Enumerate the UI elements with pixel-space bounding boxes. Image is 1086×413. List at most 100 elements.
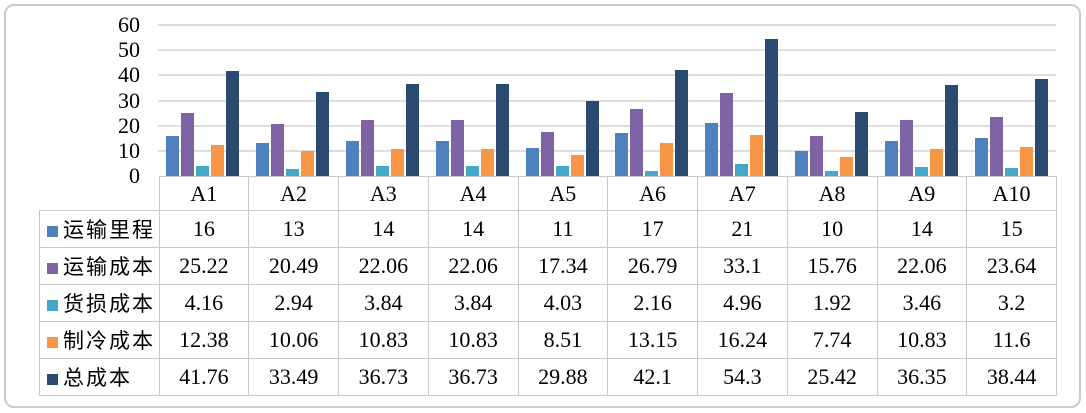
total-cost-bar xyxy=(495,83,509,176)
table-cell-damage-cost-a10: 3.2 xyxy=(966,284,1057,322)
transport-mileage-bar xyxy=(256,143,270,176)
transport-mileage-bar xyxy=(166,135,180,176)
y-axis-tick-label: 20 xyxy=(118,112,140,138)
bar-group-a8 xyxy=(787,25,877,176)
gridline xyxy=(158,149,1056,152)
table-row-damage-cost: 货损成本 4.16 2.94 3.84 3.84 4.03 2.16 4.96 1.92 3.46… xyxy=(39,284,1057,322)
series-name: 运输里程 xyxy=(63,218,155,242)
table-cell-transport-cost-a4: 22.06 xyxy=(427,247,519,285)
cooling-cost-bar xyxy=(570,154,584,176)
transport-cost-bar xyxy=(989,116,1003,176)
transport-mileage-bar xyxy=(794,150,808,176)
table-cell-cooling-cost-a1: 12.38 xyxy=(158,321,250,359)
table-cell-damage-cost-a9: 3.46 xyxy=(876,284,968,322)
table-cell-transport-cost-a1: 25.22 xyxy=(158,247,250,285)
damage-cost-bar xyxy=(1004,167,1018,176)
transport-mileage-bar xyxy=(705,123,719,176)
y-axis-tick-label: 0 xyxy=(129,163,140,188)
bar-group-a10 xyxy=(966,25,1056,176)
table-cell-transport-mileage-a2: 13 xyxy=(248,210,339,248)
table-cell-cooling-cost-a2: 10.06 xyxy=(248,321,339,359)
table-row-transport-cost: 运输成本 25.22 20.49 22.06 22.06 17.34 26.79 33.1 15… xyxy=(39,247,1057,285)
total-cost-bar xyxy=(585,100,599,176)
table-cell-cooling-cost-a9: 10.83 xyxy=(876,321,968,359)
table-cell-transport-cost-a9: 22.06 xyxy=(876,247,968,285)
bar-group-a6 xyxy=(607,25,697,176)
column-header-a3: A3 xyxy=(338,176,429,211)
table-row-transport-mileage: 运输里程 16 13 14 14 11 17 21 10 14 15 xyxy=(39,210,1057,248)
table-cell-transport-mileage-a6: 17 xyxy=(607,210,698,248)
table-cell-transport-cost-a7: 33.1 xyxy=(697,247,788,285)
column-header-a9: A9 xyxy=(876,176,968,211)
table-cell-transport-cost-a2: 20.49 xyxy=(248,247,339,285)
table-cell-transport-mileage-a5: 11 xyxy=(517,210,609,248)
cooling-cost-bar xyxy=(480,148,494,176)
total-cost-legend-swatch xyxy=(47,374,58,385)
table-cell-total-cost-a7: 54.3 xyxy=(697,358,788,396)
bar-group-a9 xyxy=(876,25,966,176)
table-cell-total-cost-a4: 36.73 xyxy=(427,358,519,396)
y-axis-tick-label: 10 xyxy=(118,137,140,163)
table-cell-transport-cost-a3: 22.06 xyxy=(338,247,429,285)
cooling-cost-legend-swatch xyxy=(47,337,58,348)
column-header-a4: A4 xyxy=(427,176,519,211)
total-cost-bar xyxy=(944,84,958,176)
table-cell-total-cost-a2: 33.49 xyxy=(248,358,339,396)
table-cell-total-cost-a3: 36.73 xyxy=(338,358,429,396)
table-cell-cooling-cost-a10: 11.6 xyxy=(966,321,1057,359)
transport-mileage-legend-swatch xyxy=(47,226,58,237)
table-cell-cooling-cost-a8: 7.74 xyxy=(786,321,878,359)
table-cell-transport-cost-a8: 15.76 xyxy=(786,247,878,285)
row-label-cooling-cost: 制冷成本 xyxy=(39,321,160,359)
table-cell-damage-cost-a5: 4.03 xyxy=(517,284,609,322)
series-name: 制冷成本 xyxy=(63,329,155,353)
column-header-a5: A5 xyxy=(517,176,609,211)
bar-group-a2 xyxy=(248,25,338,176)
column-header-a1: A1 xyxy=(158,176,250,211)
transport-cost-bar xyxy=(899,120,913,176)
table-cell-total-cost-a5: 29.88 xyxy=(517,358,609,396)
row-label-damage-cost: 货损成本 xyxy=(39,284,160,322)
total-cost-bar xyxy=(765,39,779,176)
damage-cost-bar xyxy=(645,170,659,176)
transport-mileage-bar xyxy=(615,133,629,176)
transport-mileage-bar xyxy=(974,138,988,176)
cooling-cost-bar xyxy=(750,135,764,176)
gridline xyxy=(158,49,1056,52)
transport-mileage-bar xyxy=(884,140,898,176)
gridline xyxy=(158,24,1056,26)
total-cost-bar xyxy=(226,70,240,176)
total-cost-bar xyxy=(316,91,330,176)
bar-group-a7 xyxy=(697,25,787,176)
cooling-cost-bar xyxy=(929,148,943,176)
table-cell-transport-mileage-a3: 14 xyxy=(338,210,429,248)
table-cell-transport-mileage-a4: 14 xyxy=(427,210,519,248)
row-label-transport-mileage: 运输里程 xyxy=(39,210,160,248)
series-name: 货损成本 xyxy=(63,292,155,316)
table-cell-damage-cost-a7: 4.96 xyxy=(697,284,788,322)
table-cell-cooling-cost-a7: 16.24 xyxy=(697,321,788,359)
row-label-total-cost: 总成本 xyxy=(39,358,160,396)
transport-cost-bar xyxy=(630,108,644,176)
column-header-a6: A6 xyxy=(607,176,698,211)
column-header-a8: A8 xyxy=(786,176,878,211)
table-header-row: A1 A2 A3 A4 A5 A6 A7 A8 A9 A10 xyxy=(40,176,1057,211)
bar-group-a4 xyxy=(427,25,517,176)
row-label-transport-cost: 运输成本 xyxy=(39,247,160,285)
series-name: 总成本 xyxy=(63,366,132,390)
bar-group-a5 xyxy=(517,25,607,176)
table-cell-transport-mileage-a8: 10 xyxy=(786,210,878,248)
table-cell-total-cost-a10: 38.44 xyxy=(966,358,1057,396)
transport-mileage-bar xyxy=(345,140,359,176)
damage-cost-bar xyxy=(824,171,838,176)
table-cell-total-cost-a1: 41.76 xyxy=(158,358,250,396)
y-axis-tick-label: 50 xyxy=(118,37,140,63)
damage-cost-bar xyxy=(465,166,479,176)
table-cell-cooling-cost-a6: 13.15 xyxy=(607,321,698,359)
cooling-cost-bar xyxy=(660,142,674,176)
transport-cost-bar xyxy=(720,92,734,176)
cooling-cost-bar xyxy=(390,148,404,176)
y-axis-tick-label: 30 xyxy=(118,87,140,113)
table-cell-cooling-cost-a5: 8.51 xyxy=(517,321,609,359)
